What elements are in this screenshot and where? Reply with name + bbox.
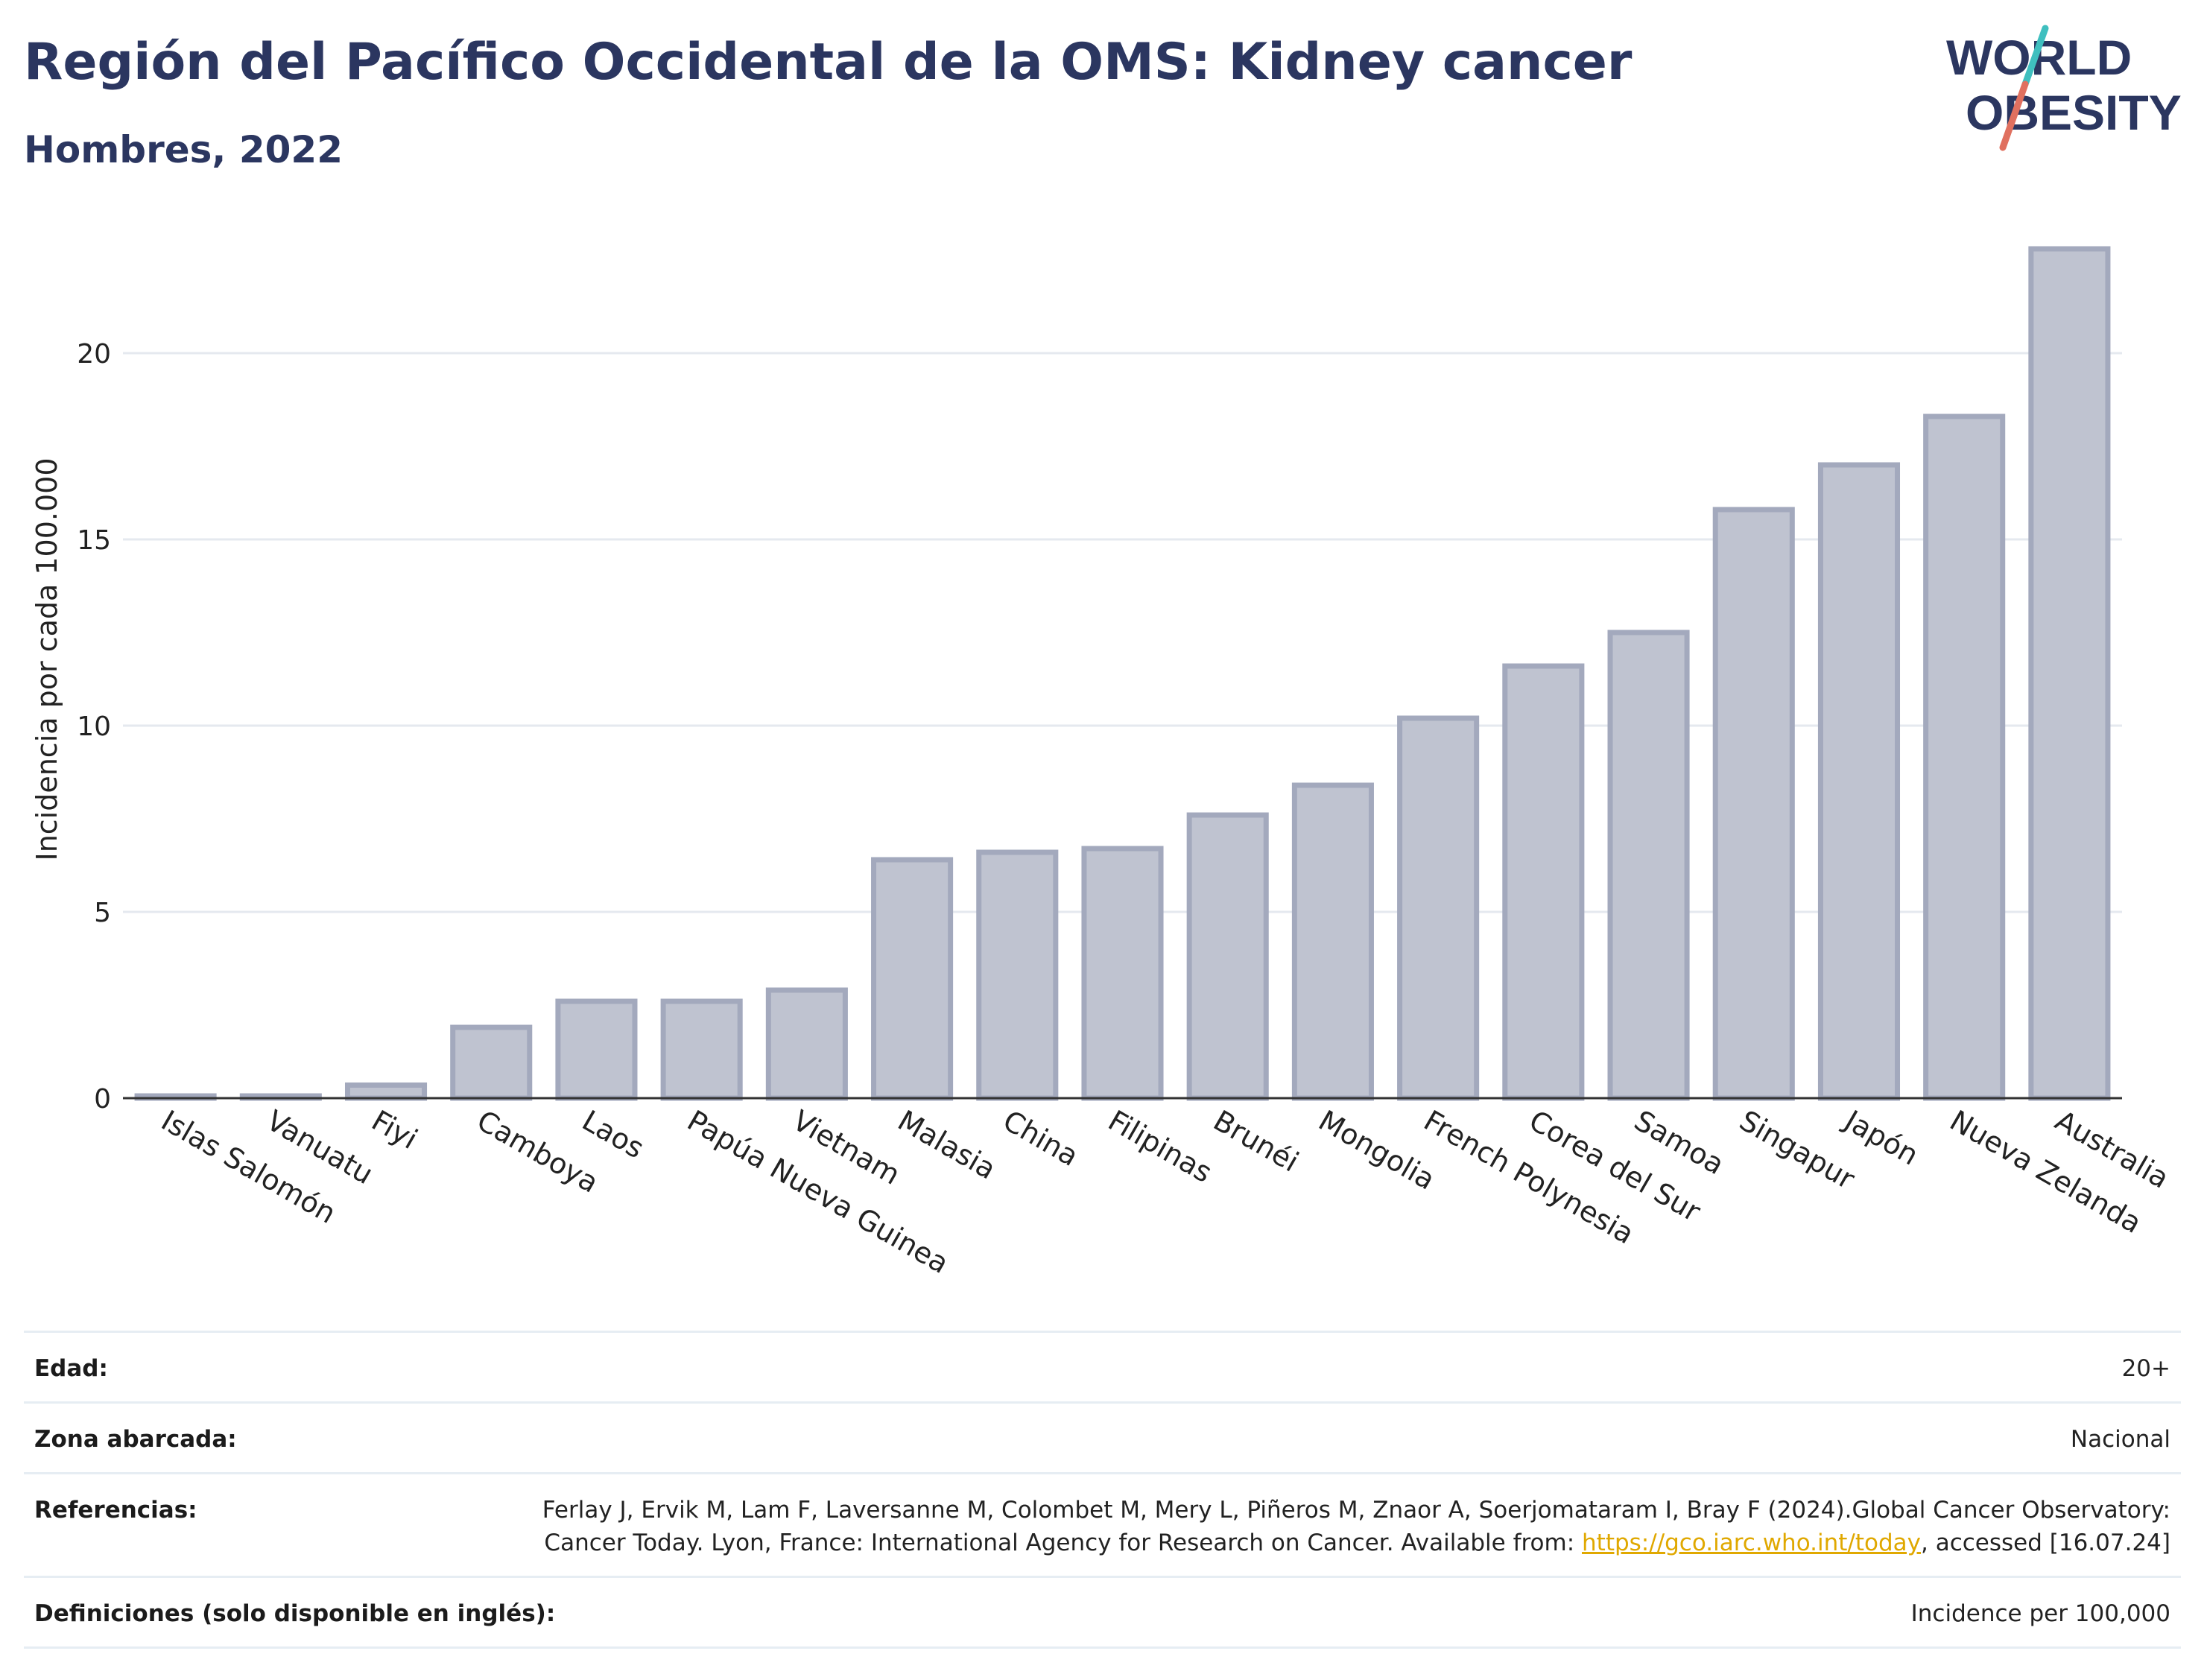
y-axis-label: Incidencia por cada 100.000 — [31, 457, 63, 860]
footer-row-area: Zona abarcada: Nacional — [24, 1401, 2181, 1472]
y-tick-label: 0 — [94, 1084, 111, 1115]
bar-brun-i — [1186, 812, 1269, 1101]
x-tick-label: Laos — [577, 1104, 650, 1165]
bar-filipinas — [1081, 846, 1164, 1101]
bar-nueva-zelanda — [1923, 413, 2006, 1101]
chart-title: Región del Pacífico Occidental de la OMS… — [24, 33, 1633, 92]
bar-french-polynesia — [1397, 715, 1480, 1101]
bar-jap-n — [1817, 462, 1901, 1101]
bar-samoa — [1607, 630, 1690, 1101]
area-value: Nacional — [2070, 1426, 2170, 1453]
y-tick-label: 10 — [77, 711, 111, 742]
bar-camboya — [450, 1024, 533, 1101]
logo-word-obesity: OBESITY — [1966, 85, 2182, 140]
bar-malasia — [871, 857, 954, 1101]
references-accessed: , accessed [16.07.24] — [1920, 1530, 2170, 1556]
references-value: Ferlay J, Ervik M, Lam F, Laversanne M, … — [457, 1494, 2170, 1559]
logo-slash-teal — [2021, 25, 2049, 88]
x-tick-label: Mongolia — [1313, 1104, 1440, 1196]
x-tick-label: Malasia — [893, 1104, 1001, 1186]
area-label: Zona abarcada: — [34, 1426, 237, 1453]
logo-slash-coral — [1999, 80, 2029, 151]
footer-row-definitions: Definiciones (solo disponible en inglés)… — [24, 1576, 2181, 1649]
bar-fiyi — [344, 1083, 428, 1101]
age-value: 20+ — [2121, 1355, 2170, 1382]
definitions-value: Incidence per 100,000 — [1910, 1600, 2170, 1627]
footer-row-references: Referencias: Ferlay J, Ervik M, Lam F, L… — [24, 1472, 2181, 1576]
metadata-table: Edad: 20+ Zona abarcada: Nacional Refere… — [24, 1331, 2181, 1649]
bar-laos — [555, 998, 638, 1101]
bar-australia — [2028, 246, 2111, 1101]
x-tick-label: China — [998, 1104, 1084, 1173]
bar-corea-del-sur — [1502, 663, 1585, 1101]
bar-vietnam — [765, 987, 848, 1101]
x-tick-label: Islas Salomón — [156, 1104, 341, 1230]
references-text: Ferlay J, Ervik M, Lam F, Laversanne M, … — [542, 1497, 2170, 1556]
x-tick-label: Brunéi — [1208, 1104, 1304, 1179]
y-tick-labels: 0 5 10 15 20 — [77, 339, 111, 1115]
x-tick-label: Nueva Zelanda — [1945, 1104, 2147, 1240]
y-tick-label: 20 — [77, 339, 111, 370]
bar-singapur — [1712, 507, 1795, 1101]
x-tick-label: Filipinas — [1103, 1104, 1217, 1189]
y-tick-label: 5 — [94, 898, 111, 928]
footer-row-age: Edad: 20+ — [24, 1331, 2181, 1401]
bar-mongolia — [1291, 782, 1374, 1101]
bars — [134, 246, 2111, 1101]
definitions-label: Definiciones (solo disponible en inglés)… — [34, 1600, 556, 1627]
y-tick-label: 15 — [77, 525, 111, 556]
chart-subtitle: Hombres, 2022 — [24, 128, 343, 171]
age-label: Edad: — [34, 1355, 108, 1382]
x-tick-label: Fiyi — [367, 1104, 423, 1156]
references-label: Referencias: — [34, 1497, 197, 1524]
bar-china — [976, 849, 1059, 1101]
x-tick-label: Singapur — [1734, 1104, 1861, 1196]
world-obesity-logo: WORLD OBESITY — [1946, 25, 2182, 151]
references-link[interactable]: https://gco.iarc.who.int/today — [1582, 1530, 1921, 1556]
bar-pap-a-nueva-guinea — [660, 998, 743, 1101]
